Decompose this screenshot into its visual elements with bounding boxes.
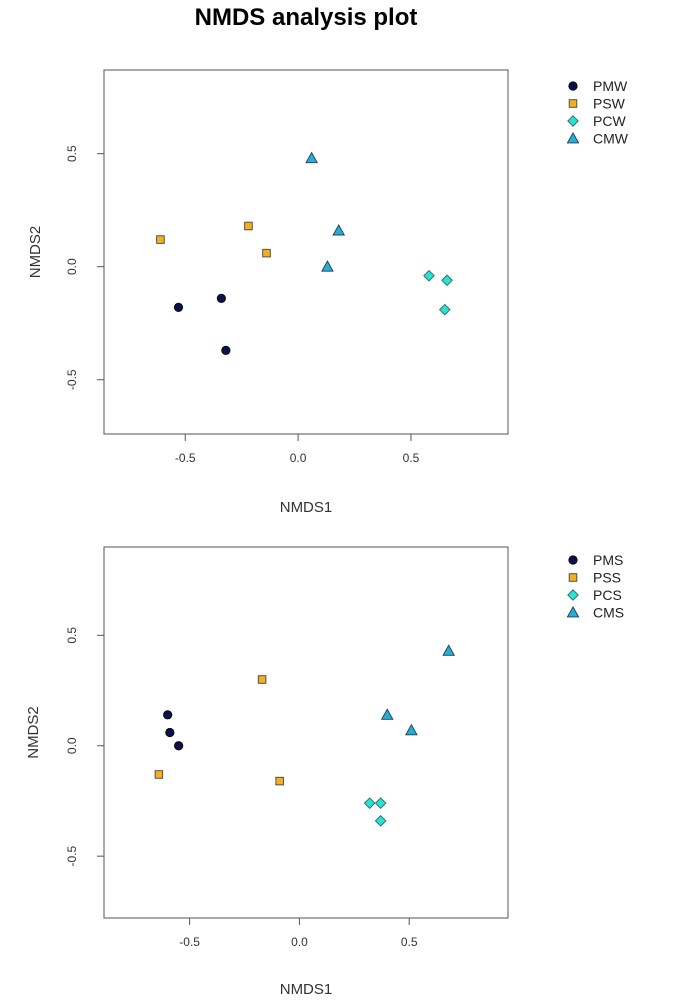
- series-psw: [156, 221, 271, 258]
- legend-marker: [567, 589, 579, 601]
- data-point: [321, 260, 334, 272]
- data-point: [405, 723, 418, 736]
- x-tick-label: -0.5: [179, 935, 200, 949]
- legend-label: CMW: [593, 131, 629, 147]
- y-tick-label: 0.5: [65, 145, 79, 162]
- legend-marker: [568, 573, 578, 582]
- legend-marker: [566, 605, 580, 618]
- x-tick-label: 0.0: [291, 935, 308, 949]
- legend-label: PSS: [593, 570, 621, 586]
- y-axis-label: NMDS2: [27, 226, 44, 279]
- y-tick-label: 0.5: [65, 627, 79, 644]
- y-axis-label: NMDS2: [25, 706, 42, 759]
- legend-label: PMW: [593, 78, 628, 94]
- legend-marker: [568, 555, 578, 565]
- data-point: [363, 797, 376, 810]
- data-point: [221, 345, 231, 355]
- x-axis-label: NMDS1: [280, 499, 333, 516]
- figure-title: NMDS analysis plot: [194, 4, 418, 31]
- data-point: [305, 151, 319, 164]
- data-point: [244, 221, 253, 231]
- data-point: [374, 797, 387, 810]
- data-point: [163, 710, 173, 720]
- legend-label: PMS: [593, 552, 623, 568]
- x-tick-label: 0.5: [403, 451, 420, 465]
- legend-marker: [568, 99, 578, 108]
- data-point: [423, 269, 435, 282]
- legend-label: PCW: [593, 113, 626, 129]
- plot-frame: [103, 546, 509, 919]
- data-point: [380, 708, 394, 720]
- y-tick-label: 0.0: [65, 737, 79, 754]
- data-point: [156, 235, 165, 244]
- series-pmw: [173, 293, 231, 355]
- series-pms: [163, 710, 184, 751]
- legend-marker: [567, 115, 579, 127]
- data-point: [257, 675, 267, 684]
- x-tick-label: 0.0: [290, 451, 307, 465]
- data-point: [374, 814, 387, 827]
- data-point: [173, 302, 184, 312]
- data-point: [441, 274, 453, 287]
- data-point: [442, 644, 456, 656]
- series-pcw: [423, 269, 453, 316]
- y-tick-label: -0.5: [65, 846, 79, 867]
- data-point: [165, 727, 175, 738]
- series-pss: [154, 675, 284, 786]
- data-point: [275, 776, 284, 786]
- legend-label: PSW: [593, 96, 626, 112]
- y-tick-label: -0.5: [65, 369, 79, 390]
- series-pcs: [363, 797, 387, 827]
- data-point: [332, 223, 346, 236]
- series-cms: [380, 644, 456, 736]
- data-point: [438, 303, 451, 316]
- y-tick-label: 0.0: [65, 258, 79, 275]
- x-tick-label: -0.5: [175, 451, 196, 465]
- data-point: [154, 770, 164, 779]
- x-tick-label: 0.5: [401, 935, 418, 949]
- legend-label: PCS: [593, 587, 622, 603]
- legend-label: CMS: [593, 605, 624, 621]
- series-cmw: [305, 151, 346, 272]
- data-point: [216, 293, 226, 303]
- legend-marker: [568, 81, 578, 91]
- x-axis-label: NMDS1: [280, 981, 333, 998]
- data-point: [174, 741, 184, 751]
- legend-marker: [566, 131, 580, 144]
- plot-frame: [103, 69, 509, 435]
- data-point: [262, 248, 271, 258]
